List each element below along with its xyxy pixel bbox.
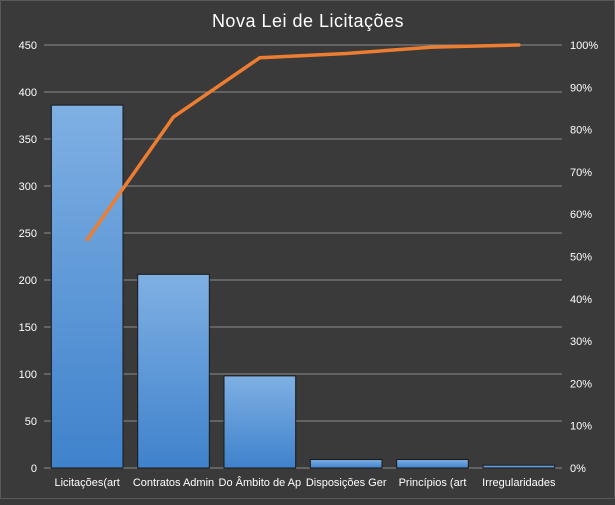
y2-tick-label: 80% <box>570 125 592 137</box>
line-point <box>344 51 348 55</box>
y-tick-label: 350 <box>19 134 37 146</box>
y-tick-label: 100 <box>19 369 37 381</box>
bar <box>137 273 210 469</box>
cumulative-line-path <box>85 43 521 242</box>
bar <box>482 464 556 469</box>
right-axis: 0% 10% 20% 30% 40% 50% 60% 70% 80% 90% 100% <box>570 40 598 475</box>
y2-tick-label: 100% <box>570 40 598 52</box>
bar <box>50 104 124 469</box>
y2-tick-label: 70% <box>570 167 592 179</box>
line-point <box>258 56 262 60</box>
bar <box>223 375 297 469</box>
bars <box>50 104 556 469</box>
category-label: Contratos Admin <box>133 477 214 489</box>
y2-tick-label: 10% <box>570 421 592 433</box>
y-tick-label: 250 <box>19 228 37 240</box>
line-point <box>517 43 521 47</box>
line-point <box>85 238 89 242</box>
category-label: Licitações(art <box>54 477 119 489</box>
cumulative-line <box>85 43 521 242</box>
bar <box>309 459 383 469</box>
category-label: Irregularidades <box>482 477 556 489</box>
left-axis: 0 50 100 150 200 250 300 350 400 450 <box>19 40 37 475</box>
category-label: Disposições Ger <box>306 477 387 489</box>
y-tick-label: 150 <box>19 322 37 334</box>
y2-tick-label: 40% <box>570 294 592 306</box>
bar <box>396 459 469 469</box>
y-tick-label: 200 <box>19 275 37 287</box>
y-tick-label: 0 <box>31 463 37 475</box>
y-tick-label: 300 <box>19 181 37 193</box>
line-point <box>431 45 434 49</box>
y2-tick-label: 0% <box>570 463 586 475</box>
y2-tick-label: 90% <box>570 82 592 94</box>
chart-title: Nova Lei de Licitações <box>212 11 404 31</box>
y-tick-label: 450 <box>19 40 37 52</box>
line-point <box>172 115 175 119</box>
y-tick-label: 400 <box>19 87 37 99</box>
y2-tick-label: 30% <box>570 336 592 348</box>
y2-tick-label: 60% <box>570 209 592 221</box>
y2-tick-label: 50% <box>570 252 592 264</box>
category-label: Do Âmbito de Ap <box>219 476 302 489</box>
category-axis: Licitações(art Contratos Admin Do Âmbito d… <box>54 476 556 489</box>
y-tick-label: 50 <box>25 416 37 428</box>
category-label: Princípios (art <box>399 477 467 489</box>
y2-tick-label: 20% <box>570 378 592 390</box>
